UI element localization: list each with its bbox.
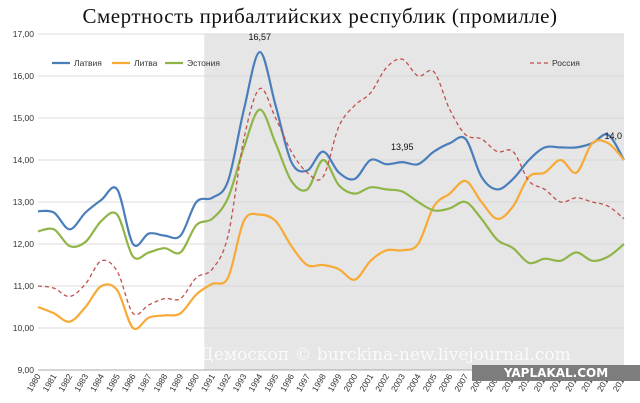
legend-label: Эстония	[187, 58, 220, 68]
y-tick-label: 14,00	[13, 155, 35, 165]
site-badge: YAPLAKAL.COM	[472, 365, 640, 381]
y-tick-label: 17,00	[13, 29, 35, 39]
x-tick-label: 2003	[389, 372, 407, 394]
y-tick-label: 11,00	[13, 281, 34, 291]
x-tick-label: 2004	[405, 372, 423, 394]
x-tick-label: 1983	[72, 372, 90, 394]
series-line-Эстония	[37, 108, 625, 265]
y-tick-label: 12,00	[13, 239, 35, 249]
series-line-Россия	[37, 58, 625, 316]
series-line-Латвия	[37, 50, 625, 247]
x-tick-label: 2005	[421, 372, 439, 394]
chart-title: Смертность прибалтийских республик (пром…	[82, 4, 558, 28]
x-tick-label: 1981	[40, 372, 58, 394]
x-tick-label: 1988	[151, 372, 169, 394]
x-tick-label: 1996	[278, 372, 296, 394]
annotations: 16,57 13,95 14,0	[248, 32, 622, 152]
x-tick-label: 1994	[246, 372, 264, 394]
x-tick-label: 2002	[373, 372, 391, 394]
x-tick-label: 2006	[436, 372, 454, 394]
x-tick-label: 1995	[262, 372, 280, 394]
x-tick-label: 1986	[120, 372, 138, 394]
legend: Латвия Литва Эстония Россия	[52, 58, 580, 68]
series-lines	[37, 50, 625, 331]
x-tick-label: 1989	[167, 372, 185, 394]
y-tick-label: 15,00	[13, 113, 35, 123]
data-label: 16,57	[248, 32, 271, 42]
data-label: 13,95	[391, 142, 414, 152]
legend-label: Россия	[552, 58, 580, 68]
x-tick-label: 1999	[326, 372, 344, 394]
data-label: 14,0	[604, 131, 622, 141]
x-tick-label: 1991	[199, 372, 217, 394]
x-tick-label: 2007	[452, 372, 470, 394]
x-tick-label: 1985	[104, 372, 122, 394]
y-tick-label: 16,00	[13, 71, 35, 81]
x-tick-label: 1982	[56, 372, 74, 394]
x-tick-label: 1998	[310, 372, 328, 394]
gridlines	[38, 33, 624, 371]
x-tick-label: 2000	[341, 372, 359, 394]
x-tick-label: 1984	[88, 372, 106, 394]
watermark: Демоскоп © burckina-new.livejournal.com	[200, 345, 571, 365]
x-tick-label: 2001	[357, 372, 375, 394]
y-tick-label: 10,00	[13, 323, 35, 333]
x-tick-label: 1997	[294, 372, 312, 394]
x-tick-label: 1980	[25, 372, 43, 394]
x-tick-label: 1990	[183, 372, 201, 394]
y-tick-label: 9,00	[17, 365, 34, 375]
legend-label: Латвия	[74, 58, 102, 68]
y-axis-ticks: 9,00 10,00 11,00 12,00 13,00 14,00 15,00 16,00 1…	[13, 29, 35, 375]
x-tick-label: 1993	[231, 372, 249, 394]
x-tick-label: 1992	[215, 372, 233, 394]
legend-label: Литва	[134, 58, 158, 68]
x-tick-label: 1987	[135, 372, 153, 394]
y-tick-label: 13,00	[13, 197, 35, 207]
